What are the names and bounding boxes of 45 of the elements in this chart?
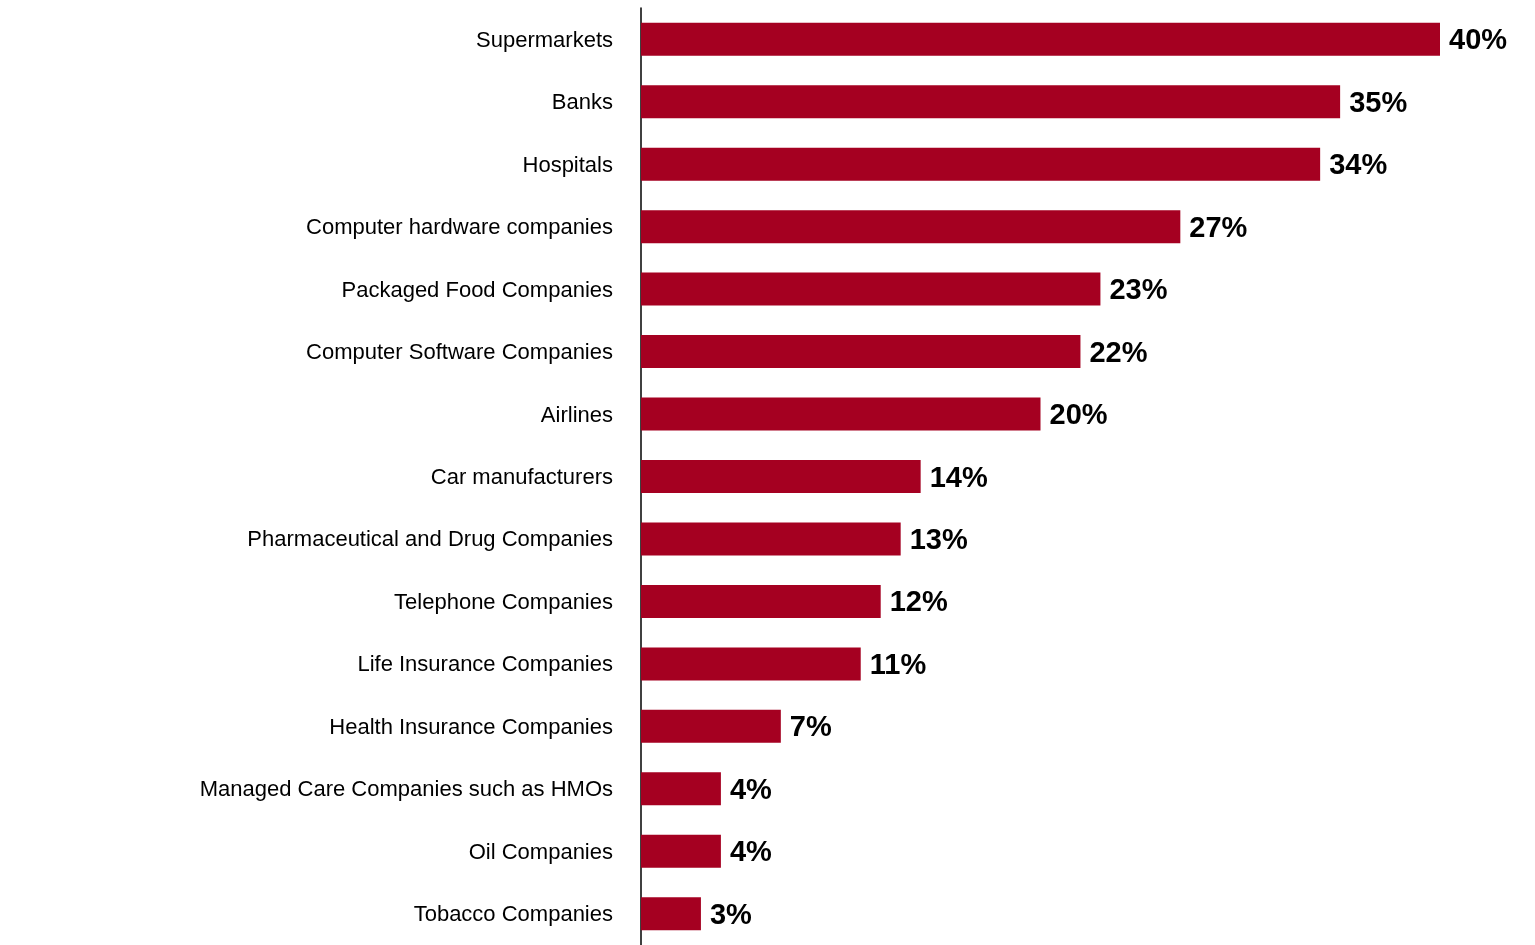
data-label: 13% bbox=[909, 522, 968, 555]
bar bbox=[641, 772, 721, 806]
data-label: 34% bbox=[1329, 148, 1388, 181]
bar bbox=[641, 210, 1181, 244]
data-label: 7% bbox=[789, 710, 832, 743]
data-label: 22% bbox=[1089, 335, 1148, 368]
data-label: 12% bbox=[889, 585, 948, 618]
y-tick-label: Car manufacturers bbox=[430, 464, 613, 489]
data-label: 40% bbox=[1449, 23, 1508, 56]
bar bbox=[641, 709, 781, 743]
y-tick-label: Life Insurance Companies bbox=[357, 651, 613, 677]
y-tick-label: Packaged Food Companies bbox=[341, 276, 613, 302]
bar bbox=[641, 335, 1081, 369]
data-label: 3% bbox=[709, 897, 753, 930]
data-label: 4% bbox=[729, 772, 773, 805]
y-tick-label: Hospitals bbox=[522, 151, 613, 177]
y-tick-label: Airlines bbox=[540, 401, 613, 427]
data-label: 23% bbox=[1109, 273, 1168, 306]
bar bbox=[641, 834, 721, 868]
data-label: 4% bbox=[729, 835, 773, 868]
bar bbox=[641, 272, 1101, 306]
y-tick-label: Tobacco Companies bbox=[413, 901, 613, 927]
bar bbox=[641, 397, 1041, 431]
bar bbox=[641, 647, 861, 681]
y-tick-label: Telephone Companies bbox=[394, 588, 613, 614]
y-tick-label: Oil Companies bbox=[468, 838, 613, 864]
y-tick-label: Pharmaceutical and Drug Companies bbox=[247, 526, 613, 552]
bar bbox=[641, 147, 1321, 181]
y-tick-label: Health Insurance Companies bbox=[329, 713, 613, 739]
bar bbox=[641, 22, 1440, 56]
data-label: 11% bbox=[869, 647, 927, 680]
data-label: 35% bbox=[1349, 85, 1408, 118]
y-tick-label: Banks bbox=[551, 89, 613, 115]
bar bbox=[641, 460, 921, 493]
bar bbox=[641, 85, 1341, 119]
bar bbox=[641, 897, 701, 931]
bar bbox=[641, 584, 881, 618]
data-label: 27% bbox=[1189, 210, 1248, 243]
y-tick-label: Supermarkets bbox=[476, 26, 613, 52]
data-label: 14% bbox=[929, 460, 988, 493]
y-tick-label: Managed Care Companies such as HMOs bbox=[199, 776, 613, 802]
bar bbox=[641, 522, 901, 556]
data-label: 20% bbox=[1049, 398, 1108, 431]
y-tick-label: Computer Software Companies bbox=[306, 339, 613, 365]
y-tick-label: Computer hardware companies bbox=[306, 214, 613, 240]
